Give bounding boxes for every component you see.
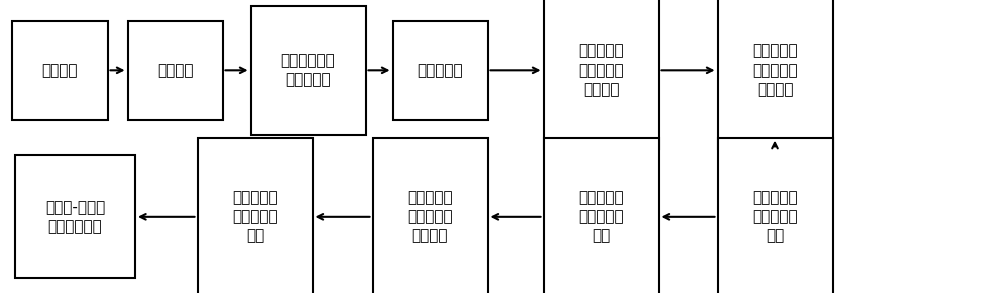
Text: 分层切片: 分层切片 [157,63,193,78]
FancyBboxPatch shape [392,21,488,120]
Text: 开启热源、
钛丝用送丝
组件: 开启热源、 钛丝用送丝 组件 [752,190,798,243]
Text: 钢基板固定: 钢基板固定 [417,63,463,78]
FancyBboxPatch shape [15,155,135,278]
Text: 运动指令和打
印参数输入: 运动指令和打 印参数输入 [281,53,335,87]
FancyBboxPatch shape [12,21,108,120]
FancyBboxPatch shape [544,138,658,293]
Text: 开启热源、
过渡材料用
送丝组件: 开启热源、 过渡材料用 送丝组件 [578,44,624,97]
FancyBboxPatch shape [372,138,488,293]
FancyBboxPatch shape [198,138,312,293]
Text: 关闭热源、
钛丝用送丝
组件: 关闭热源、 钛丝用送丝 组件 [578,190,624,243]
Text: 三维建模: 三维建模 [42,63,78,78]
Text: 关闭热源、
钛丝用送丝
组件: 关闭热源、 钛丝用送丝 组件 [232,190,278,243]
FancyBboxPatch shape [250,6,366,135]
FancyBboxPatch shape [718,138,832,293]
FancyBboxPatch shape [544,0,658,149]
Text: 关闭热源、
过渡材料用
送丝组件: 关闭热源、 过渡材料用 送丝组件 [752,44,798,97]
Text: 重复开启热
源、钛丝用
送丝组件: 重复开启热 源、钛丝用 送丝组件 [407,190,453,243]
FancyBboxPatch shape [128,21,222,120]
Text: 完成钢-钛双层
复合材料成型: 完成钢-钛双层 复合材料成型 [45,200,105,234]
FancyBboxPatch shape [718,0,832,149]
